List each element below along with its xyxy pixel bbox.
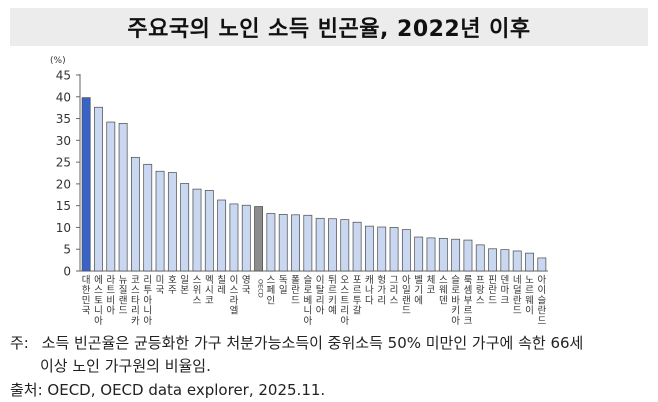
title-bar: 주요국의 노인 소득 빈곤율, 2022년 이후 xyxy=(10,8,648,46)
footnote-line2: 이상 노인 가구원의 비율임. xyxy=(40,357,211,375)
y-tick-label: 15 xyxy=(56,199,71,213)
y-tick-label: 5 xyxy=(63,243,71,257)
bar-캐나다 xyxy=(365,225,374,272)
bar-리투아니아 xyxy=(143,163,153,272)
bar-뉴질랜드 xyxy=(118,122,128,272)
bar-프랑스 xyxy=(475,244,485,272)
bar-아일랜드 xyxy=(401,229,411,272)
bar-노르웨이 xyxy=(525,252,534,272)
bar-슬로바키아 xyxy=(451,238,461,272)
bar-핀란드 xyxy=(488,248,497,272)
bar-슬로베니아 xyxy=(303,214,313,272)
bar-오스트리아 xyxy=(340,219,350,272)
bar-일본 xyxy=(180,183,190,272)
bar-체코 xyxy=(426,237,436,272)
footnote-prefix: 주: xyxy=(10,334,29,352)
x-tick-label: OECD xyxy=(257,279,265,298)
y-tick-label: 25 xyxy=(56,156,71,170)
y-tick-label: 45 xyxy=(56,69,71,83)
chart-title: 주요국의 노인 소득 빈곤율, 2022년 이후 xyxy=(127,17,531,42)
bar-미국 xyxy=(155,170,165,272)
bar-스웨덴 xyxy=(438,237,448,272)
y-tick-label: 30 xyxy=(56,134,71,148)
source-note: 출처: OECD, OECD data explorer, 2025.11. xyxy=(10,381,326,399)
bar-벨기에 xyxy=(414,236,424,272)
bar-헝가리 xyxy=(377,226,387,272)
bar-스위스 xyxy=(192,188,202,272)
footnote-text1: 소득 빈곤율은 균등화한 가구 처분가능소득이 중위소득 50% 미만인 가구에… xyxy=(41,334,584,352)
y-axis: (%) 0 5 10 15 20 25 30 35 40 45 xyxy=(50,56,548,279)
bar-멕시코 xyxy=(204,190,214,272)
bar-라트비아 xyxy=(106,121,116,272)
y-unit-label: (%) xyxy=(50,56,66,66)
bar-chart: (%) 0 5 10 15 20 25 30 35 40 45 대 한 민 국에 스 토 니 아라 트 비 아 뉴 질 랜 드코… xyxy=(50,56,548,327)
bar-스페인 xyxy=(266,213,276,272)
x-axis-labels: 대 한 민 국에 스 토 니 아라 트 비 아 뉴 질 랜 드코 스 타 리 카리 투 아 니 아 미 국호 주일 본 스 위 스멕 시 코칠… xyxy=(82,274,547,327)
y-tick-label: 35 xyxy=(56,112,71,126)
y-tick-label: 20 xyxy=(56,177,71,191)
bar-영국 xyxy=(241,204,251,272)
bar-이탈리아 xyxy=(315,217,325,272)
bar-대한민국 xyxy=(81,97,91,272)
bar-튀르키예 xyxy=(328,218,337,272)
bar-OECD xyxy=(254,206,263,272)
bar-폴란드 xyxy=(291,214,300,272)
y-tick-label: 0 xyxy=(63,265,71,279)
bar-독일 xyxy=(278,214,288,272)
bar-그리스 xyxy=(389,227,399,272)
bar-덴마크 xyxy=(500,249,510,272)
bar-이스라엘 xyxy=(229,203,239,272)
bars xyxy=(81,97,547,272)
y-tick-label: 40 xyxy=(56,90,71,104)
bar-호주 xyxy=(167,172,177,272)
bar-에스토니아 xyxy=(94,106,103,272)
bar-코스타리카 xyxy=(131,156,140,272)
bar-포르투갈 xyxy=(352,221,362,272)
y-tick-label: 10 xyxy=(56,221,71,235)
footnote-line1: 주: 소득 빈곤율은 균등화한 가구 처분가능소득이 중위소득 50% 미만인 … xyxy=(10,332,583,353)
bar-룩셈부르크 xyxy=(463,239,473,272)
bar-아이슬란드 xyxy=(537,257,547,272)
bar-네덜란드 xyxy=(512,250,522,272)
bar-칠레 xyxy=(217,199,227,272)
